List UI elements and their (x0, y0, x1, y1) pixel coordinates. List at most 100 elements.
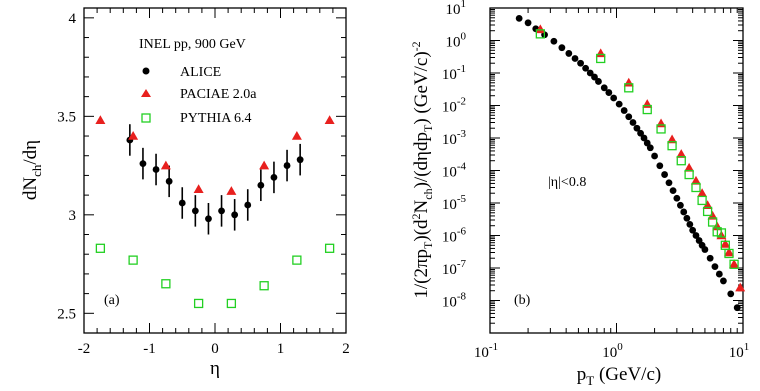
data-point-triangle (226, 186, 237, 195)
data-point-circle (651, 152, 658, 160)
data-point-circle (605, 89, 613, 96)
data-point-circle (591, 73, 598, 81)
data-point-open-square (697, 195, 707, 206)
data-point-circle (515, 14, 523, 22)
data-point-circle (270, 173, 278, 181)
y-tick-label: 10-2 (442, 96, 466, 116)
y-tick-label: 100 (446, 31, 467, 51)
data-point-open-square (684, 169, 694, 180)
panel-b-frame (489, 7, 744, 334)
legend-pythia-marker (141, 113, 151, 123)
data-point-triangle (95, 115, 106, 125)
data-point-circle (218, 207, 225, 215)
data-point-circle (610, 94, 618, 102)
data-point-circle (600, 84, 608, 92)
data-point-circle (615, 100, 623, 108)
data-point-open-square (226, 298, 237, 309)
y-tick-label: 10-3 (442, 128, 467, 148)
data-point-circle (715, 270, 723, 278)
data-point-open-square (128, 255, 138, 265)
data-point-open-square (707, 217, 718, 227)
data-point-open-square (656, 124, 666, 134)
data-point-circle (711, 263, 719, 271)
x-tick-label: 0 (211, 341, 219, 357)
data-point-circle (669, 187, 677, 195)
data-point-triangle (697, 188, 708, 197)
data-point-circle (633, 124, 641, 132)
data-point-triangle (735, 282, 746, 292)
data-point-open-square (193, 298, 204, 309)
legend-pythia-label: PYTHIA 6.4 (180, 111, 252, 126)
x-tick-label: 10-1 (474, 341, 498, 361)
data-point-open-square (161, 279, 171, 289)
data-point-circle (582, 64, 590, 72)
data-point-triangle (324, 115, 335, 125)
x-tick-label: -2 (78, 341, 91, 357)
data-point-open-square (667, 141, 677, 151)
y-tick-label: 4 (69, 11, 77, 27)
data-point-circle (733, 304, 741, 312)
data-point-triangle (291, 131, 302, 140)
data-point-open-square (642, 104, 652, 115)
y-tick-label: 3 (69, 208, 77, 224)
data-point-circle (571, 55, 579, 62)
data-point-circle (152, 166, 160, 173)
data-point-circle (625, 113, 633, 121)
data-point-circle (558, 44, 566, 52)
data-point-circle (296, 156, 304, 164)
data-point-circle (680, 208, 688, 216)
panel-a-legend: ALICE PACIAE 2.0a PYTHIA 6.4 (141, 65, 257, 126)
data-point-circle (231, 211, 239, 219)
data-point-open-square (676, 156, 686, 166)
x-tick-label: 101 (729, 341, 750, 361)
panel-a-annotation: INEL pp, 900 GeV (139, 37, 246, 52)
data-point-circle (677, 201, 684, 209)
y-tick-label: 10-1 (442, 63, 466, 83)
data-point-circle (665, 179, 673, 187)
data-point-triangle (676, 149, 687, 158)
data-point-circle (620, 107, 628, 114)
panel-b-data (515, 14, 746, 312)
panel-b-annotation: |η|<0.8 (548, 175, 586, 190)
panel-a-tick-labels: -2 -1 0 1 2 2.5 3 3.5 4 (57, 11, 350, 357)
data-point-circle (565, 50, 573, 57)
data-point-triangle (723, 247, 734, 257)
data-point-circle (595, 78, 602, 85)
legend-paciae-marker (141, 89, 151, 97)
data-point-open-square (259, 281, 269, 291)
data-point-open-square (292, 255, 302, 265)
data-point-triangle (535, 24, 546, 34)
data-point-triangle (729, 259, 740, 269)
data-point-circle (646, 144, 654, 152)
data-point-open-square (724, 248, 734, 259)
data-point-circle (683, 214, 691, 222)
panel-b-x-axis-title: pT (GeV/c) (577, 364, 661, 388)
y-tick-label: 10-4 (442, 161, 467, 181)
panel-a-plot: -2 -1 0 1 2 2.5 3 3.5 4 INEL pp, 900 GeV ALICE P… (20, 7, 350, 379)
data-point-circle (586, 69, 594, 77)
panel-b-label: (b) (514, 293, 531, 308)
data-point-circle (673, 194, 681, 202)
panel-b-y-axis-title: 1/(2πpT)(d2Nch)/(dηdpT) (GeV/c)-2 (409, 41, 435, 298)
data-point-circle (661, 171, 668, 178)
data-point-circle (191, 207, 199, 215)
data-point-circle (139, 160, 147, 168)
data-point-open-square (702, 206, 713, 217)
data-point-circle (178, 199, 186, 207)
data-point-circle (629, 119, 637, 126)
data-point-open-square (324, 243, 335, 253)
data-point-circle (550, 37, 558, 45)
data-point-circle (656, 162, 664, 170)
panel-b-ticks (489, 8, 743, 334)
data-point-circle (165, 177, 173, 185)
data-point-open-square (95, 243, 106, 253)
y-tick-label: 10-6 (442, 226, 467, 246)
data-point-circle (637, 129, 644, 137)
panel-a-ticks (83, 8, 347, 334)
data-point-circle (640, 134, 648, 142)
data-point-open-square (596, 53, 606, 64)
data-point-circle (205, 215, 212, 223)
legend-paciae-label: PACIAE 2.0a (180, 87, 257, 102)
data-point-open-square (716, 228, 727, 238)
data-point-open-square (535, 29, 545, 39)
